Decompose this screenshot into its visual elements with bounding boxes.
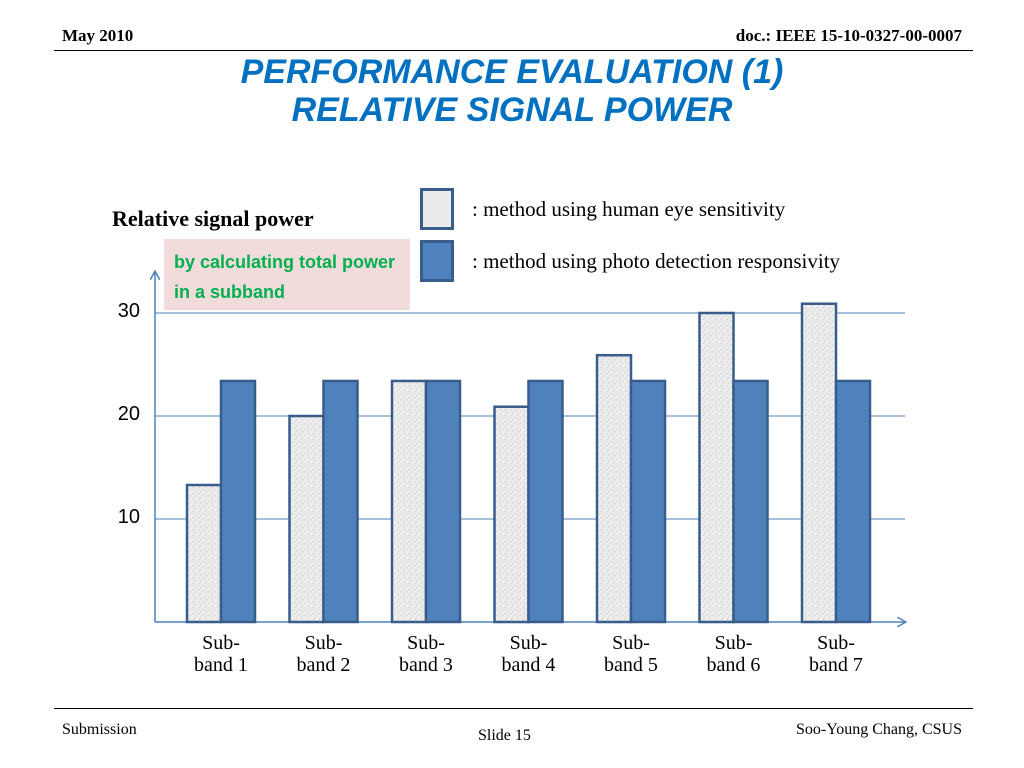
bar-eye-5 <box>595 353 633 624</box>
bar-eye-4 <box>493 405 530 624</box>
x-category-label-line: Sub- <box>714 632 753 654</box>
note-box: by calculating total power in a subband <box>164 239 410 310</box>
x-category-label-7: Sub-band 7 <box>786 632 886 676</box>
legend-swatch-photo <box>420 240 454 282</box>
header-rule <box>54 50 973 51</box>
x-category-label-line: Sub- <box>509 632 548 654</box>
x-category-label-line: Sub- <box>304 632 343 654</box>
legend-swatch-eye <box>420 188 454 230</box>
x-category-label-line: band 7 <box>809 654 863 676</box>
bar-photo-5 <box>629 379 667 624</box>
header-date: May 2010 <box>62 26 134 45</box>
x-category-label-5: Sub-band 5 <box>581 632 681 676</box>
x-category-label-4: Sub-band 4 <box>479 632 579 676</box>
bar-photo-7 <box>834 379 872 624</box>
bar-photo-4 <box>527 379 564 624</box>
bar-eye-2 <box>288 414 325 624</box>
y-tick-label-20: 20 <box>117 403 140 425</box>
x-category-label-line: band 2 <box>296 654 351 676</box>
bar-photo-3 <box>424 379 462 624</box>
slide-title-line2: RELATIVE SIGNAL POWER <box>291 91 733 129</box>
slide-title-line1: PERFORMANCE EVALUATION (1) <box>240 53 784 91</box>
x-category-label-line: Sub- <box>612 632 650 654</box>
x-category-label-6: Sub-band 6 <box>684 632 784 676</box>
y-tick-label-30: 30 <box>117 300 140 322</box>
bar-eye-7 <box>800 302 838 624</box>
bar-eye-3 <box>390 379 428 624</box>
x-category-label-line: band 1 <box>194 654 248 676</box>
legend-label-eye: : method using human eye sensitivity <box>472 197 786 221</box>
x-category-label-line: Sub- <box>407 632 445 654</box>
x-category-label-1: Sub-band 1 <box>171 632 271 676</box>
x-category-label-line: band 3 <box>399 654 453 676</box>
x-category-label-3: Sub-band 3 <box>376 632 476 676</box>
footer-author: Soo-Young Chang, CSUS <box>796 721 962 738</box>
x-category-label-line: Sub- <box>817 632 855 654</box>
bar-photo-1 <box>219 379 257 624</box>
x-category-label-line: band 6 <box>706 654 761 676</box>
legend-label-photo: : method using photo detection responsiv… <box>472 249 841 273</box>
chart-title: Relative signal power <box>112 206 314 231</box>
footer-rule <box>54 708 973 709</box>
header-doc-id: doc.: IEEE 15-10-0327-00-0007 <box>735 26 962 45</box>
x-category-label-line: band 4 <box>501 654 556 676</box>
bar-photo-6 <box>732 379 769 624</box>
footer-left: Submission <box>62 721 137 738</box>
y-tick-label-10: 10 <box>117 506 140 528</box>
bar-photo-2 <box>322 379 359 624</box>
x-category-label-line: Sub- <box>202 632 240 654</box>
footer-slide-number: Slide 15 <box>478 727 531 744</box>
bar-eye-6 <box>698 311 735 624</box>
bar-eye-1 <box>185 483 223 624</box>
x-category-label-2: Sub-band 2 <box>274 632 374 676</box>
x-category-label-line: band 5 <box>604 654 658 676</box>
